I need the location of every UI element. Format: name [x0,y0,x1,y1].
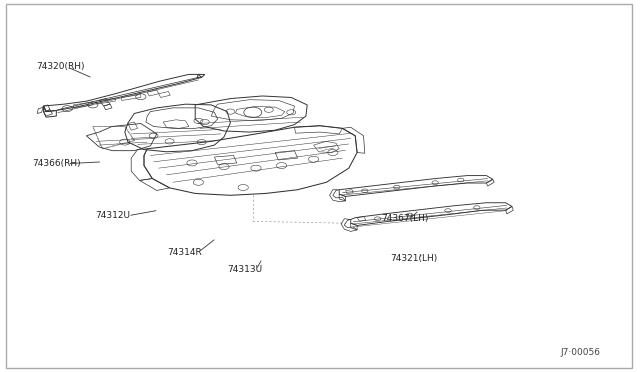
Text: 74367(LH): 74367(LH) [381,214,428,223]
Text: 74366(RH): 74366(RH) [32,159,81,168]
Text: J7·00056: J7·00056 [560,348,600,357]
Text: 74320(RH): 74320(RH) [36,62,85,71]
Text: 74314R: 74314R [168,248,202,257]
Text: 74312U: 74312U [95,211,130,220]
Text: 74313U: 74313U [227,265,262,274]
Text: 74321(LH): 74321(LH) [390,254,438,263]
